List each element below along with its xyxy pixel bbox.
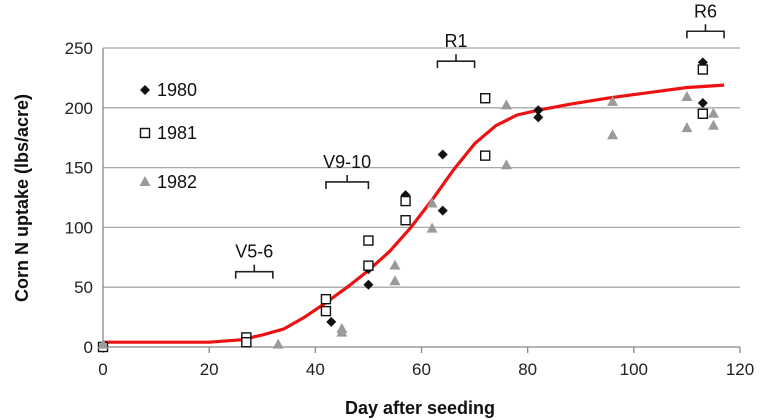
data-point-1982	[707, 107, 719, 118]
data-point-1981	[363, 260, 374, 271]
legend-marker-1982	[139, 176, 151, 186]
gridlines	[103, 47, 740, 288]
axes	[102, 48, 741, 353]
data-point-1982	[500, 159, 512, 170]
x-tick-label: 80	[518, 360, 537, 379]
data-point-1981	[320, 305, 332, 317]
stage-label: V9-10	[323, 152, 371, 172]
data-point-1982	[607, 129, 619, 140]
data-point-1982	[272, 338, 284, 349]
data-point-1982	[681, 91, 693, 102]
x-tick-label: 100	[620, 360, 648, 379]
legend: 1980 1981 1982	[139, 80, 197, 192]
x-tick-label: 0	[98, 360, 107, 379]
data-point-1981	[480, 150, 491, 161]
data-point-1982	[681, 122, 693, 133]
stage-label: V5-6	[235, 242, 273, 262]
y-tick-label: 200	[65, 99, 93, 118]
legend-label: 1980	[157, 80, 197, 100]
x-axis-title: Day after seeding	[345, 398, 495, 418]
x-tick-label: 40	[306, 360, 325, 379]
x-tick-label: 60	[412, 360, 431, 379]
y-tick-label: 50	[74, 278, 93, 297]
data-point-1981	[697, 64, 709, 75]
data-point-1980	[363, 279, 374, 290]
data-point-1982	[500, 99, 512, 110]
data-point-1980	[326, 316, 337, 327]
stage-bracket	[234, 264, 274, 279]
data-point-1981	[697, 108, 709, 119]
stage-bracket	[325, 174, 370, 189]
data-point-1981	[400, 215, 411, 226]
data-point-1980	[697, 98, 708, 109]
y-axis-title: Corn N uptake (lbs/acre)	[12, 94, 32, 302]
x-tick-labels: 0 20 40 60 80 100 120	[98, 360, 754, 379]
growth-stage-markers: V5-6 V9-10 R1 R6	[234, 1, 725, 279]
data-point-1981	[320, 293, 332, 305]
y-tick-labels: 0 50 100 150 200 250	[65, 39, 93, 357]
data-point-1980	[533, 105, 544, 116]
stage-bracket	[436, 54, 476, 69]
stage-label: R6	[694, 1, 717, 21]
stage-bracket	[686, 24, 725, 39]
y-tick-label: 0	[84, 338, 93, 357]
data-point-1981	[480, 93, 491, 104]
data-point-1980	[437, 205, 448, 216]
y-tick-label: 150	[65, 159, 93, 178]
x-tick-label: 20	[200, 360, 219, 379]
data-point-1982	[426, 197, 438, 208]
data-point-1980	[437, 149, 448, 160]
data-point-1982	[389, 259, 401, 270]
stage-label: R1	[444, 31, 467, 51]
data-point-1982	[97, 338, 109, 349]
y-tick-label: 100	[65, 218, 93, 237]
data-point-1981	[400, 195, 411, 207]
x-tick-label: 120	[726, 360, 754, 379]
data-points	[97, 57, 719, 353]
y-tick-label: 250	[65, 39, 93, 58]
legend-marker-1981	[139, 127, 151, 139]
legend-label: 1982	[157, 172, 197, 192]
data-point-1981	[363, 235, 374, 246]
data-point-1982	[426, 222, 438, 233]
data-point-1981	[241, 337, 252, 348]
data-point-1982	[336, 326, 348, 337]
data-point-1980	[533, 112, 544, 123]
legend-marker-1980	[140, 85, 150, 95]
data-point-1982	[707, 119, 719, 130]
data-point-1982	[389, 275, 401, 286]
data-point-1982	[607, 95, 619, 106]
legend-label: 1981	[157, 123, 197, 143]
